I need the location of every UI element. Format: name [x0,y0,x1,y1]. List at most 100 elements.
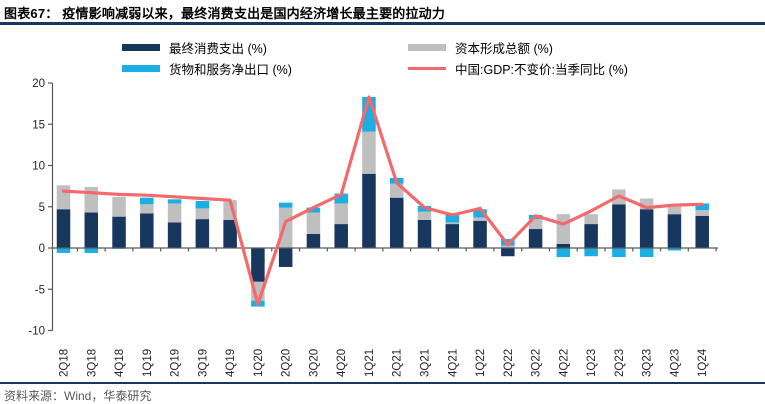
bar-segment [584,224,598,248]
legend-item-gdp-line: 中国:GDP:不变价:当季同比 (%) [408,61,628,77]
bar-segment [695,210,709,216]
x-axis-category-label: 4Q21 [447,349,459,377]
bar-segment [84,186,99,213]
bar-segment [584,214,598,225]
x-axis-category-label: 2Q18 [59,349,71,377]
consumption-swatch-icon [122,43,160,51]
y-axis-tick-label: 15 [32,119,45,131]
x-axis-category-label: 2Q22 [503,349,515,377]
bar-segment [84,212,99,248]
bar-segment [612,204,626,248]
bar-segment [667,214,682,248]
bar-segment [528,229,543,248]
bar-series [56,173,709,282]
x-axis-category-label: 2Q21 [392,349,404,377]
bar-segment [112,196,126,217]
x-axis-category-label: 1Q24 [697,348,709,377]
bar-segment [251,248,265,282]
bar-segment [695,215,709,248]
y-axis-tick-label: -10 [28,326,45,338]
bar-segment [140,197,154,205]
x-axis-category-label: 1Q21 [364,349,376,377]
x-axis-category-label: 4Q19 [225,349,237,377]
x-axis-category-label: 1Q20 [253,349,265,377]
bar-segment [167,199,182,204]
y-axis-tick-label: 10 [32,161,45,173]
x-axis-category-label: 4Q23 [669,349,681,377]
bar-segment [556,243,571,249]
bar-segment [417,219,432,248]
bar-segment [195,219,210,249]
bar-segment [278,248,293,267]
bar-segment [278,207,293,248]
stacked-bar-line-chart: 20 15 10 5 0 -5 -10 2Q18 3Q18 4Q18 1Q19 2Q19 3Q19 4Q1… [0,78,765,378]
x-axis-category-label: 4Q22 [558,349,570,377]
bar-segment [445,222,460,225]
source-note: 资料来源：Wind，华泰研究 [4,389,152,403]
x-axis-category-label: 2Q23 [614,349,626,377]
bar-segment [501,245,515,248]
bar-segment [334,224,348,248]
bar-segment [695,203,709,211]
legend-item-capital: 资本形成总额 (%) [408,40,553,56]
bar-segment [639,209,654,248]
bar-segment [195,200,210,209]
bar-segment [362,173,376,248]
bar-segment [56,248,71,253]
bar-segment [140,213,154,248]
gdp-line [61,95,704,306]
bar-series [56,131,709,301]
bar-segment [140,204,154,214]
bar-segment [56,209,71,248]
bar-segment [473,220,487,248]
bar-segment [167,222,182,248]
bar-segment [556,248,571,258]
x-axis-category-label: 4Q18 [114,349,126,377]
bar-segment [528,219,543,230]
y-axis-tick-label: -5 [35,284,45,296]
net-exports-swatch-icon [122,64,160,72]
gdp-line-swatch-icon [408,66,446,70]
bar-segment [639,198,654,210]
x-axis-category-label: 3Q21 [420,349,432,377]
bar-segment [445,224,460,248]
bar-segment [362,131,376,174]
bar-segment [112,216,126,248]
bar-segment [278,202,293,208]
legend-item-net-exports: 货物和服务净出口 (%) [122,61,292,77]
bar-segment [556,214,571,244]
bar-segment [389,197,404,248]
bar-segment [445,213,460,223]
x-axis-category-label: 2Q19 [170,349,182,377]
x-axis-category-label: 3Q20 [308,349,320,377]
capital-swatch-icon [408,43,446,51]
legend-label-consumption: 最终消费支出 (%) [169,41,267,56]
legend-label-capital: 资本形成总额 (%) [455,41,553,56]
bar-segment [667,206,682,215]
footer-divider [0,382,765,384]
chart-svg: 20 15 10 5 0 -5 -10 2Q18 3Q18 4Q18 1Q19 2Q19 3Q19 4Q1… [28,78,718,377]
bar-segment [473,209,487,218]
bar-segment [639,248,654,258]
x-axis-category-label: 3Q23 [642,349,654,377]
y-axis-tick-label: 0 [39,243,45,255]
title-divider [0,22,765,25]
x-axis-category-label: 2Q20 [281,349,293,377]
chart-title: 图表67： 疫情影响减弱以来，最终消费支出是国内经济增长最主要的拉动力 [4,6,446,21]
bar-segment [612,248,626,258]
bar-segment [334,193,348,204]
x-axis-category-label: 3Q18 [86,349,98,377]
legend-item-consumption: 最终消费支出 (%) [122,40,267,56]
x-axis-category-label: 3Q19 [197,349,209,377]
bar-segment [417,211,432,220]
bar-segment [306,212,321,234]
bar-segment [334,203,348,225]
bar-segment [195,208,210,220]
bar-segment [584,248,598,257]
x-axis-category-label: 1Q19 [142,349,154,377]
legend-label-net-exports: 货物和服务净出口 (%) [169,62,292,77]
bar-segment [84,248,99,253]
x-axis-category-label: 4Q20 [336,349,348,377]
y-axis-tick-label: 5 [39,202,45,214]
bar-segment [667,248,682,251]
